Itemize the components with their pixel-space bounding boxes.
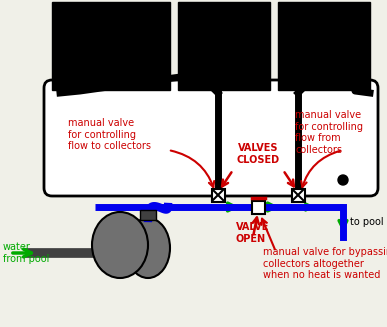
Bar xyxy=(178,2,270,90)
Bar xyxy=(291,188,305,201)
Text: manual valve
for controlling
flow from
collectors: manual valve for controlling flow from c… xyxy=(295,110,363,155)
Text: to pool: to pool xyxy=(350,217,384,227)
Bar xyxy=(212,188,224,201)
Circle shape xyxy=(338,175,348,185)
Bar xyxy=(52,2,170,90)
FancyBboxPatch shape xyxy=(44,80,378,196)
Text: water
from pool: water from pool xyxy=(3,242,50,264)
Bar xyxy=(252,200,264,214)
Bar xyxy=(278,2,370,90)
Text: VALVE
OPEN: VALVE OPEN xyxy=(236,222,269,244)
Text: VALVES
CLOSED: VALVES CLOSED xyxy=(236,144,279,165)
Ellipse shape xyxy=(126,218,170,278)
Bar xyxy=(140,210,156,220)
Text: manual valve
for controlling
flow to collectors: manual valve for controlling flow to col… xyxy=(68,118,151,151)
Text: manual valve for bypassing
collectors altogether
when no heat is wanted: manual valve for bypassing collectors al… xyxy=(263,247,387,280)
Ellipse shape xyxy=(92,212,148,278)
